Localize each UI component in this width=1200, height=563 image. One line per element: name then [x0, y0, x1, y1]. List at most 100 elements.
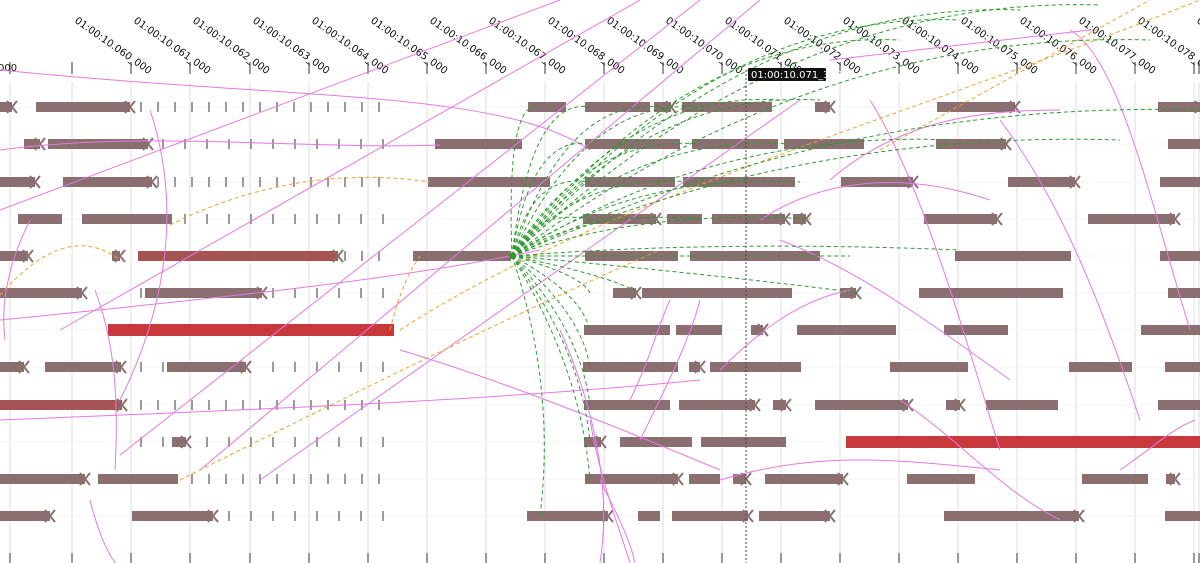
trace-slice[interactable] — [1082, 474, 1148, 484]
flow-arrow — [119, 109, 168, 401]
trace-slice[interactable] — [0, 288, 82, 298]
trace-slice[interactable] — [907, 474, 975, 484]
trace-slice[interactable] — [45, 362, 121, 372]
trace-slice[interactable] — [1008, 177, 1075, 187]
trace-slice[interactable] — [1165, 362, 1200, 372]
trace-slice[interactable] — [1158, 400, 1200, 410]
trace-slice[interactable] — [733, 474, 746, 484]
trace-slice[interactable] — [98, 474, 178, 484]
trace-slice[interactable] — [527, 511, 608, 521]
trace-slice[interactable] — [36, 102, 130, 112]
trace-slice[interactable] — [1166, 474, 1175, 484]
trace-slice[interactable] — [1088, 214, 1175, 224]
trace-slice[interactable] — [0, 474, 85, 484]
trace-slice[interactable] — [63, 177, 152, 187]
trace-slice[interactable] — [682, 102, 772, 112]
trace-slice[interactable] — [676, 325, 722, 335]
trace-slice[interactable] — [138, 251, 338, 261]
instant-event — [174, 177, 176, 187]
trace-slice[interactable] — [1160, 177, 1200, 187]
trace-slice[interactable] — [620, 437, 692, 447]
trace-slice[interactable] — [584, 437, 601, 447]
trace-slice[interactable] — [841, 177, 913, 187]
trace-slice[interactable] — [0, 177, 35, 187]
trace-slice[interactable] — [167, 362, 246, 372]
trace-slice[interactable] — [1158, 102, 1200, 112]
trace-slice[interactable] — [712, 214, 785, 224]
trace-slice[interactable] — [919, 288, 1063, 298]
trace-slice[interactable] — [18, 214, 62, 224]
trace-slice[interactable] — [936, 139, 1006, 149]
trace-slice[interactable] — [132, 511, 213, 521]
trace-slice[interactable] — [528, 102, 566, 112]
trace-slice[interactable] — [585, 102, 650, 112]
trace-slice[interactable] — [638, 511, 660, 521]
trace-slice[interactable] — [1168, 139, 1200, 149]
instant-event — [208, 474, 210, 484]
slice-end-marker — [44, 509, 56, 523]
trace-slice[interactable] — [1165, 511, 1200, 521]
trace-slice[interactable] — [784, 139, 864, 149]
trace-slice[interactable] — [112, 251, 120, 261]
trace-slice[interactable] — [773, 400, 786, 410]
trace-slice[interactable] — [765, 474, 843, 484]
trace-slice[interactable] — [793, 214, 806, 224]
trace-slice[interactable] — [583, 214, 656, 224]
trace-slice[interactable] — [679, 400, 755, 410]
trace-slice[interactable] — [815, 400, 908, 410]
trace-slice[interactable] — [0, 102, 12, 112]
trace-slice[interactable] — [0, 400, 122, 410]
trace-slice[interactable] — [846, 436, 1200, 448]
time-cursor[interactable]: 01:00:10.071_398 — [745, 68, 842, 563]
trace-slice[interactable] — [585, 177, 675, 187]
trace-slice[interactable] — [435, 139, 522, 149]
trace-slice[interactable] — [986, 400, 1058, 410]
trace-slice[interactable] — [924, 214, 997, 224]
trace-slice[interactable] — [584, 325, 670, 335]
trace-slice[interactable] — [937, 102, 1015, 112]
trace-slice[interactable] — [428, 177, 550, 187]
trace-slice[interactable] — [797, 325, 896, 335]
trace-slice[interactable] — [654, 102, 671, 112]
trace-slice[interactable] — [667, 214, 702, 224]
trace-slice[interactable] — [672, 511, 748, 521]
trace-slice[interactable] — [759, 511, 830, 521]
trace-slice[interactable] — [413, 251, 511, 261]
trace-slice[interactable] — [108, 324, 394, 336]
trace-slice[interactable] — [613, 288, 636, 298]
trace-slice[interactable] — [692, 139, 778, 149]
trace-slice[interactable] — [946, 400, 960, 410]
trace-slice[interactable] — [48, 139, 148, 149]
trace-slice[interactable] — [82, 214, 172, 224]
trace-slice[interactable] — [1069, 362, 1132, 372]
trace-slice[interactable] — [890, 362, 968, 372]
trace-slice[interactable] — [1160, 251, 1200, 261]
trace-slice[interactable] — [584, 400, 670, 410]
trace-slice[interactable] — [1168, 288, 1200, 298]
trace-slice[interactable] — [955, 251, 1071, 261]
trace-slice[interactable] — [944, 511, 1079, 521]
trace-slice[interactable] — [583, 362, 678, 372]
trace-slice[interactable] — [815, 102, 830, 112]
instant-event — [338, 139, 340, 149]
trace-slice[interactable] — [145, 288, 262, 298]
trace-slice[interactable] — [710, 362, 801, 372]
trace-slice[interactable] — [1141, 325, 1200, 335]
trace-slice[interactable] — [701, 437, 786, 447]
instant-event — [293, 177, 295, 187]
trace-slice[interactable] — [840, 288, 856, 298]
trace-slice[interactable] — [24, 139, 40, 149]
trace-slice[interactable] — [0, 362, 24, 372]
trace-slice[interactable] — [0, 251, 28, 261]
trace-slice[interactable] — [944, 325, 1008, 335]
slice-end-marker — [332, 249, 344, 263]
trace-slice[interactable] — [689, 362, 700, 372]
trace-slice[interactable] — [690, 251, 820, 261]
trace-slice[interactable] — [751, 325, 763, 335]
trace-slice[interactable] — [689, 474, 720, 484]
trace-slice[interactable] — [172, 437, 186, 447]
trace-slice[interactable] — [585, 474, 678, 484]
trace-slice[interactable] — [642, 288, 792, 298]
trace-slice[interactable] — [0, 511, 50, 521]
